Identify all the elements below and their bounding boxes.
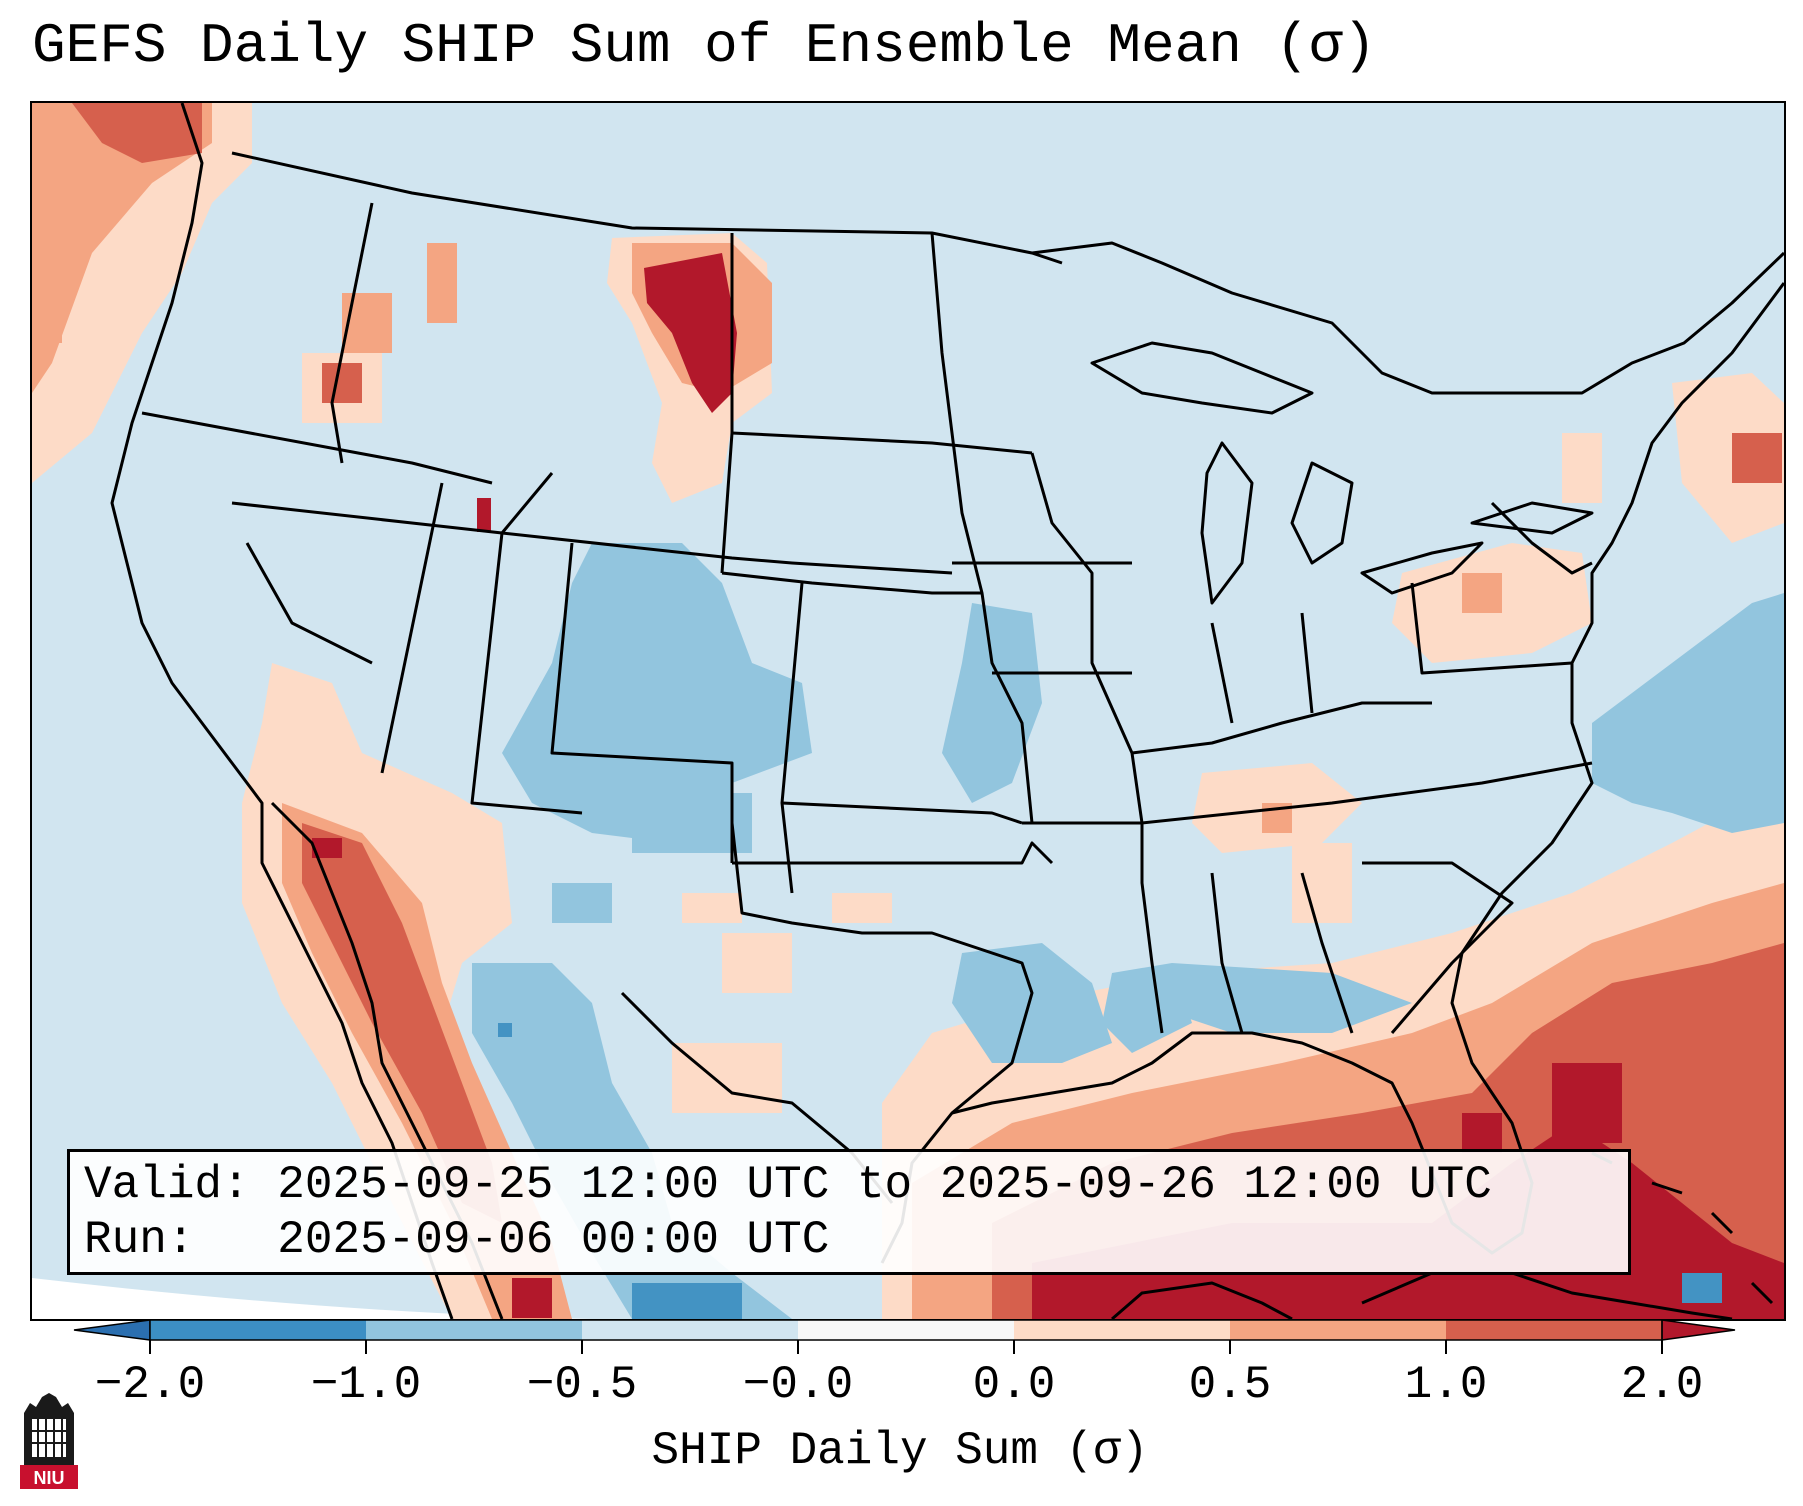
colorbar-bin-4 [798, 1320, 1014, 1340]
anomaly-mexico-negative [472, 963, 792, 1319]
colorbar-tick-label: 2.0 [1620, 1359, 1704, 1411]
map-svg [32, 103, 1784, 1319]
outside-domain-corner [32, 1278, 592, 1319]
anomaly-idaho [302, 243, 491, 532]
colorbar-extend-high [1661, 1319, 1736, 1341]
chart-title: GEFS Daily SHIP Sum of Ensemble Mean (σ) [32, 14, 1377, 78]
colorbar-bin-2 [366, 1320, 582, 1340]
colorbar [73, 1319, 1736, 1354]
niu-logo: NIU [20, 1393, 78, 1489]
run-value: 2025-09-06 00:00 UTC [277, 1214, 830, 1266]
valid-label: Valid: [84, 1159, 250, 1211]
anomaly-east-negative [942, 593, 1784, 1063]
colorbar-extend-low [73, 1319, 151, 1341]
colorbar-bin-6 [1230, 1320, 1446, 1340]
valid-value: 2025-09-25 12:00 UTC to 2025-09-26 12:00… [277, 1159, 1492, 1211]
colorbar-tick-label: −2.0 [94, 1359, 206, 1411]
colorbar-tick-label: 1.0 [1404, 1359, 1488, 1411]
valid-time-box: Valid: 2025-09-25 12:00 UTC to 2025-09-2… [67, 1149, 1631, 1275]
colorbar-ticks [149, 1340, 1663, 1354]
colorbar-tick-label: 0.0 [972, 1359, 1056, 1411]
anomaly-texas-positive [672, 893, 892, 1113]
colorbar-label: SHIP Daily Sum (σ) [651, 1425, 1149, 1477]
colorbar-bin-5 [1014, 1320, 1230, 1340]
logo-text: NIU [34, 1468, 65, 1488]
colorbar-bin-3 [582, 1320, 798, 1340]
colorbar-tick-label: −0.0 [742, 1359, 854, 1411]
colorbar-bin-1 [150, 1320, 366, 1340]
colorbar-bin-7 [1446, 1320, 1662, 1340]
colorbar-tick-label: −1.0 [310, 1359, 422, 1411]
map-panel[interactable] [30, 101, 1786, 1321]
colorbar-tick-label: 0.5 [1188, 1359, 1272, 1411]
run-label: Run: [84, 1214, 195, 1266]
colorbar-tick-label: −0.5 [526, 1359, 638, 1411]
